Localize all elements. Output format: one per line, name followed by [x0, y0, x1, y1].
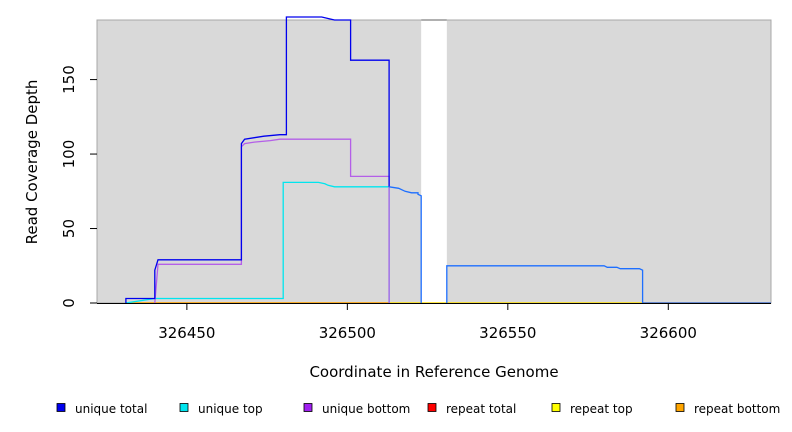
legend-swatch — [427, 403, 437, 412]
legend-label: repeat top — [570, 402, 633, 416]
series-unique-total — [446, 265, 771, 304]
y-axis-ticks: 0 50 100 150 — [60, 65, 97, 308]
legend-swatch — [675, 403, 685, 412]
y-axis-title: Read Coverage Depth — [23, 80, 41, 245]
x-tick-label: 326450 — [158, 324, 215, 342]
legend: unique total unique top unique bottom repea… — [56, 402, 780, 416]
series-unique-top — [125, 181, 390, 304]
x-tick-label: 326500 — [319, 324, 376, 342]
x-axis-title: Coordinate in Reference Genome — [309, 363, 558, 381]
y-tick-label: 100 — [60, 140, 78, 169]
legend-label: repeat total — [446, 402, 516, 416]
coverage-gap — [421, 19, 447, 303]
legend-label: unique top — [198, 402, 263, 416]
legend-label: unique total — [75, 402, 147, 416]
y-tick-label: 50 — [60, 219, 78, 238]
legend-swatch — [551, 403, 561, 412]
legend-swatch — [56, 403, 66, 412]
legend-label: repeat bottom — [694, 402, 780, 416]
legend-swatch — [303, 403, 313, 412]
x-tick-label: 326550 — [479, 324, 536, 342]
legend-swatch — [179, 403, 189, 412]
y-tick-label: 0 — [60, 298, 78, 308]
series-unique-bottom — [154, 138, 390, 304]
series-unique-total — [125, 16, 390, 303]
x-tick-label: 326600 — [640, 324, 697, 342]
y-tick-label: 150 — [60, 65, 78, 94]
legend-label: unique bottom — [322, 402, 410, 416]
gap-layer — [421, 19, 447, 303]
series-unique-total — [388, 186, 422, 303]
x-axis-ticks: 326450 326500 326550 326600 — [158, 303, 697, 342]
